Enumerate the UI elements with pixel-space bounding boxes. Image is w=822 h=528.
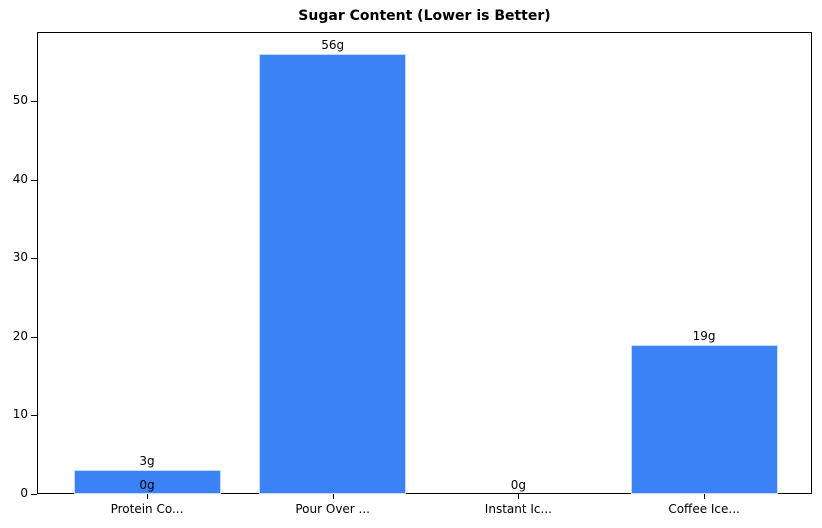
y-tick (31, 179, 37, 181)
x-tick-label: Pour Over ... (295, 502, 370, 516)
y-tick (31, 258, 37, 260)
y-tick-label: 0 (20, 486, 28, 500)
y-tick-label: 40 (12, 171, 28, 186)
y-tick-label: 10 (12, 407, 28, 422)
bar-value-label: 3g (139, 454, 155, 469)
x-tick (704, 494, 706, 499)
bar-value-label: 56g (321, 38, 345, 52)
y-tick-label: 20 (12, 328, 28, 343)
chart-title: Sugar Content (Lower is Better) (298, 8, 551, 24)
y-tick (31, 415, 37, 417)
axes-frame (37, 32, 812, 494)
bar (73, 470, 221, 494)
x-tick-label: Coffee Ice... (668, 502, 740, 516)
bar-value-label: 19g (692, 328, 716, 343)
y-tick-label: 30 (12, 250, 28, 265)
x-tick (332, 494, 334, 499)
x-tick (518, 494, 520, 499)
y-tick (31, 101, 37, 103)
annotation-label: 0g (139, 478, 155, 492)
bar-value-label: 0g (510, 478, 527, 492)
bar (259, 54, 407, 494)
y-tick (31, 336, 37, 338)
x-tick (147, 494, 148, 499)
x-tick-label: Protein Co... (110, 502, 184, 516)
x-tick-label: Instant Ic... (484, 502, 552, 516)
y-tick (31, 494, 37, 495)
bar (630, 344, 778, 494)
y-tick-label: 50 (12, 93, 28, 108)
